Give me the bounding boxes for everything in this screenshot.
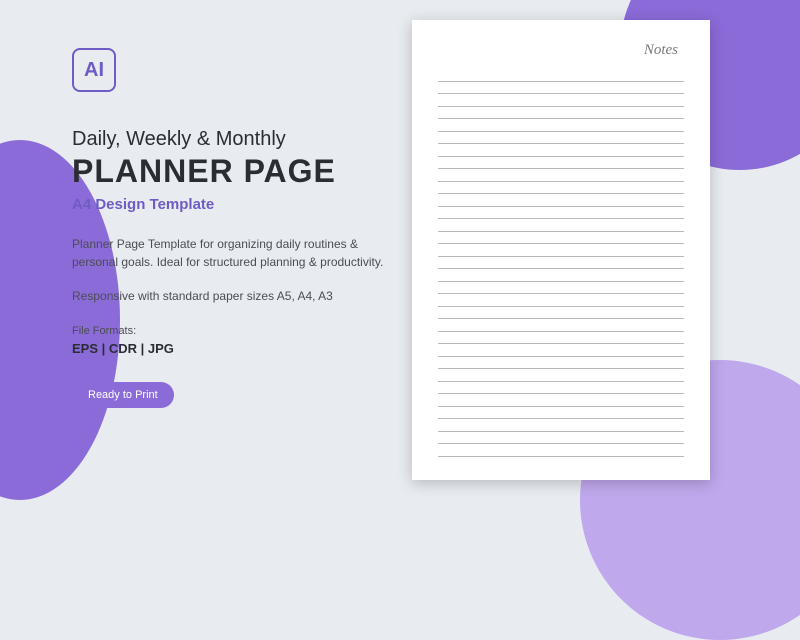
ruled-line <box>438 432 684 445</box>
logo-text: AI <box>84 59 104 82</box>
ruled-line <box>438 169 684 182</box>
ruled-line <box>438 157 684 170</box>
ruled-line <box>438 94 684 107</box>
heading-line2: PLANNER PAGE <box>72 153 392 190</box>
ruled-line <box>438 407 684 420</box>
description: Planner Page Template for organizing dai… <box>72 235 392 271</box>
responsive-text: Responsive with standard paper sizes A5,… <box>72 289 392 303</box>
ruled-line <box>438 357 684 370</box>
ruled-line <box>438 232 684 245</box>
ruled-line <box>438 444 684 457</box>
ruled-line <box>438 257 684 270</box>
ruled-line <box>438 194 684 207</box>
ruled-line <box>438 269 684 282</box>
formats-label: File Formats: <box>72 325 392 337</box>
ruled-line <box>438 382 684 395</box>
ready-badge: Ready to Print <box>72 382 174 408</box>
heading-line1: Daily, Weekly & Monthly <box>72 128 392 151</box>
ruled-line <box>438 207 684 220</box>
logo-box: AI <box>72 48 116 92</box>
ruled-line <box>438 82 684 95</box>
ruled-line <box>438 419 684 432</box>
ruled-line <box>438 369 684 382</box>
ruled-line <box>438 394 684 407</box>
ruled-line <box>438 69 684 82</box>
ruled-line <box>438 144 684 157</box>
ruled-line <box>438 107 684 120</box>
ruled-line <box>438 282 684 295</box>
ruled-line <box>438 119 684 132</box>
ruled-line <box>438 244 684 257</box>
ruled-lines <box>438 69 684 457</box>
subtitle: A4 Design Template <box>72 196 392 213</box>
ruled-line <box>438 182 684 195</box>
planner-page: Notes <box>412 20 710 480</box>
ruled-line <box>438 294 684 307</box>
content-panel: AI Daily, Weekly & Monthly PLANNER PAGE … <box>72 48 392 408</box>
ruled-line <box>438 332 684 345</box>
ruled-line <box>438 132 684 145</box>
formats-list: EPS | CDR | JPG <box>72 341 392 356</box>
ruled-line <box>438 344 684 357</box>
notes-title: Notes <box>438 42 684 59</box>
ruled-line <box>438 319 684 332</box>
ruled-line <box>438 219 684 232</box>
ruled-line <box>438 307 684 320</box>
